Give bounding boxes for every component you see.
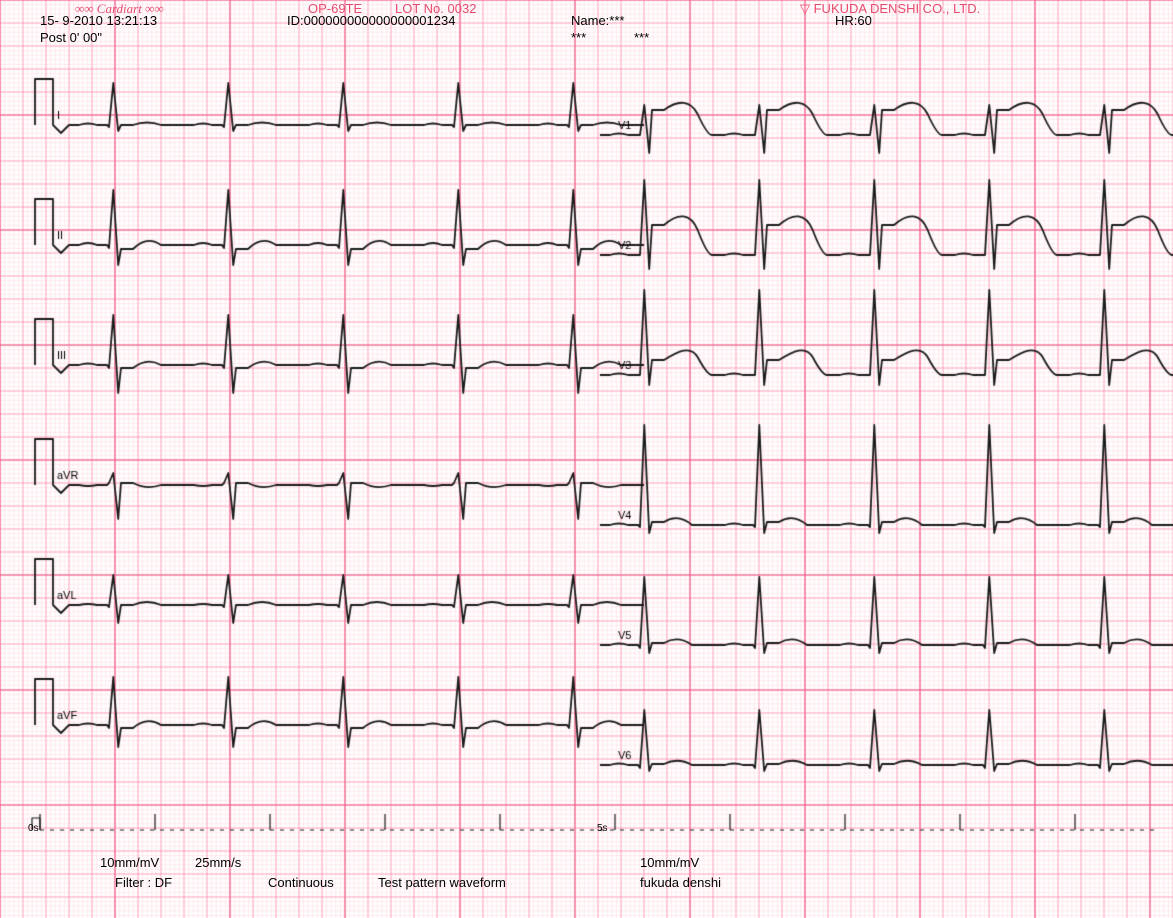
ftr-filter: Filter : DF xyxy=(115,875,172,890)
hdr-anon2: *** xyxy=(634,30,649,45)
ftr-0s: 0s xyxy=(28,823,39,834)
hdr-name: Name:*** xyxy=(571,13,624,28)
hdr-anon1: *** xyxy=(571,30,586,45)
ftr-brand: fukuda denshi xyxy=(640,875,721,890)
hdr-fukuda: ▽ FUKUDA DENSHI CO., LTD. xyxy=(800,1,980,17)
ftr-cal-left: 10mm/mV xyxy=(100,855,159,870)
hdr-id: ID:000000000000000001234 xyxy=(287,13,455,28)
ftr-cal-right: 10mm/mV xyxy=(640,855,699,870)
ftr-5s: 5s xyxy=(597,823,608,834)
ftr-desc: Test pattern waveform xyxy=(378,875,506,890)
ftr-speed: 25mm/s xyxy=(195,855,241,870)
hdr-datetime: 15- 9-2010 13:21:13 xyxy=(40,13,157,28)
ftr-mode: Continuous xyxy=(268,875,334,890)
ecg-canvas xyxy=(0,0,1173,918)
hdr-post: Post 0' 00" xyxy=(40,30,102,45)
hdr-hr: HR:60 xyxy=(835,13,872,28)
